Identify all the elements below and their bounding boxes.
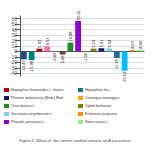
svg-text:Hippophae rha...: Hippophae rha... [85,88,112,92]
svg-text:-11.95: -11.95 [114,58,119,70]
svg-text:-30: -30 [10,65,17,71]
svg-text:-0.43: -0.43 [52,52,57,62]
svg-text:2.89: 2.89 [138,40,143,49]
svg-text:10: 10 [11,43,17,49]
svg-text:Xylem barbarum: Xylem barbarum [85,104,111,108]
svg-text:5.03: 5.03 [37,39,42,48]
svg-text:Vaccinium corymbosum L.: Vaccinium corymbosum L. [11,112,53,116]
svg-text:Hippophae rhamnoides L. leaves: Hippophae rhamnoides L. leaves [11,88,64,92]
svg-text:20: 20 [11,38,17,44]
svg-text:50: 50 [11,21,17,27]
svg-text:-14.47: -14.47 [21,60,26,72]
svg-text:5.19: 5.19 [91,39,96,48]
svg-text:16.28: 16.28 [68,31,73,42]
svg-text:-35.53: -35.53 [122,71,127,83]
svg-text:-10: -10 [10,54,17,60]
svg-text:-15.98: -15.98 [29,60,34,72]
svg-text:Crataegus monogyna: Crataegus monogyna [85,96,119,100]
svg-text:30: 30 [11,32,17,38]
svg-text:Echinacea purpurea: Echinacea purpurea [85,112,117,116]
svg-text:Onus boreus L.: Onus boreus L. [11,104,36,108]
svg-text:5.91: 5.91 [99,39,104,48]
svg-text:2.63: 2.63 [130,40,135,49]
svg-text:0: 0 [14,48,17,54]
svg-text:9.53: 9.53 [45,37,50,46]
svg-text:-1.04: -1.04 [83,52,88,62]
svg-text:Photinia melanocarp [Bieb.] Bl: Photinia melanocarp [Bieb.] Blott [11,96,63,100]
svg-text:-5.68: -5.68 [60,55,65,65]
svg-text:5.52: 5.52 [107,39,112,48]
svg-text:Physalis peruviana L.: Physalis peruviana L. [11,120,45,124]
svg-text:55.91: 55.91 [76,9,81,20]
svg-text:-20: -20 [10,59,17,65]
svg-text:60: 60 [11,16,17,22]
svg-text:40: 40 [11,27,17,33]
svg-text:-40: -40 [10,70,17,76]
svg-text:Rosa canina L.: Rosa canina L. [85,120,109,124]
svg-text:Figure 2- Effect of the sixte: Figure 2- Effect of the sixteen studied … [19,138,131,143]
